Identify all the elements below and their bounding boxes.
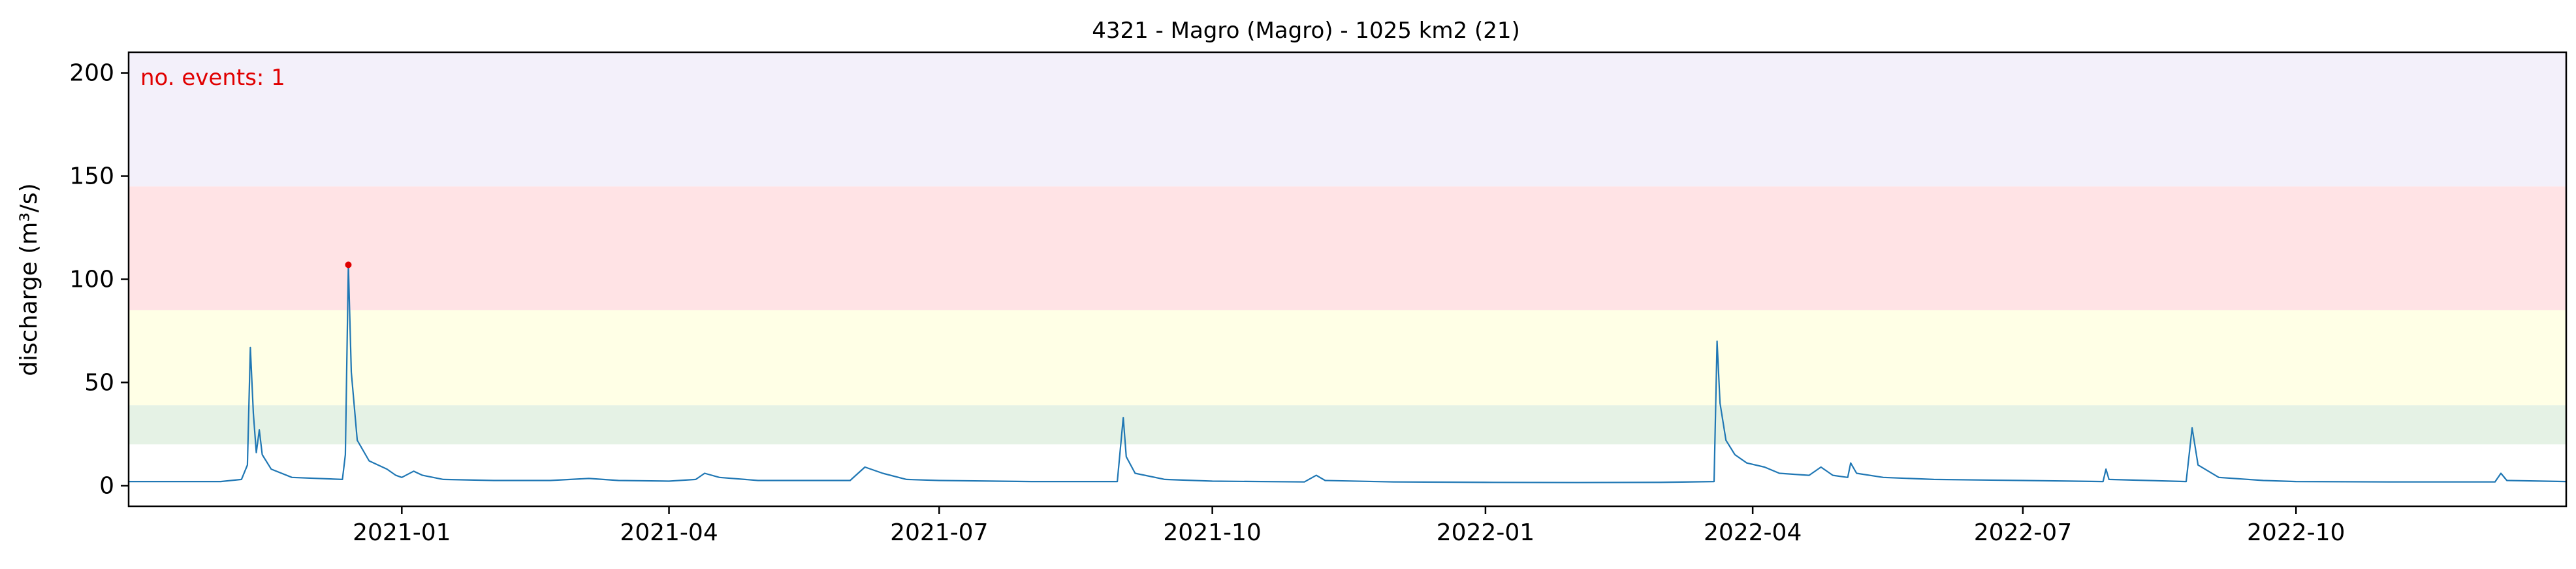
y-tick-label-200: 200 [69,60,114,87]
x-tick-label-2: 2021-07 [890,519,988,546]
x-tick-label-7: 2022-10 [2247,519,2345,546]
y-tick-label-100: 100 [69,267,114,293]
y-axis: 0 50 100 150 200 [69,60,129,499]
x-tick-label-5: 2022-04 [1704,519,1802,546]
threshold-bands [129,52,2566,445]
x-tick-label-4: 2022-01 [1437,519,1534,546]
event-markers [345,261,352,268]
threshold-band-1 [129,310,2566,406]
y-tick-label-150: 150 [69,163,114,190]
series-group [129,264,2566,483]
x-tick-label-1: 2021-04 [620,519,718,546]
y-tick-label-50: 50 [84,369,114,396]
threshold-band-0 [129,405,2566,445]
threshold-band-3 [129,52,2566,187]
y-tick-label-0: 0 [99,472,114,499]
x-tick-label-3: 2021-10 [1163,519,1261,546]
event-count-annotation: no. events: 1 [140,65,285,91]
y-axis-label: discharge (m³/s) [16,183,42,376]
chart-title: 4321 - Magro (Magro) - 1025 km2 (21) [1092,18,1520,44]
event-marker-0 [345,261,352,268]
x-tick-label-6: 2022-07 [1974,519,2072,546]
x-axis: 2021-01 2021-04 2021-07 2021-10 2022-01 2022-… [353,506,2345,546]
x-tick-label-0: 2021-01 [353,519,451,546]
threshold-band-2 [129,186,2566,310]
series-line-0 [129,264,2566,483]
